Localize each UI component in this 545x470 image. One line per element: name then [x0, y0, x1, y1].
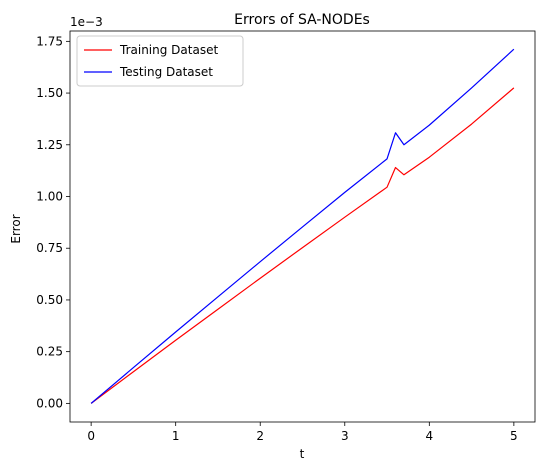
- plot-area: 0 1 2 3 4 5 0.00 0.25 0.50 0.75 1.00 1.25 1.50 1.75: [36, 30, 536, 443]
- plot-frame: [69, 30, 536, 423]
- y-axis-ticks: 0.00 0.25 0.50 0.75 1.00 1.25 1.50 1.75: [36, 34, 70, 410]
- x-tick-label: 3: [341, 429, 349, 443]
- y-tick-label: 0.50: [36, 293, 63, 307]
- y-tick-label: 1.00: [36, 190, 63, 204]
- legend-entry: Testing Dataset: [119, 65, 213, 79]
- y-tick-label: 1.25: [36, 138, 63, 152]
- y-tick-label: 1.50: [36, 86, 63, 100]
- y-tick-label: 1.75: [36, 34, 63, 48]
- x-tick-label: 2: [256, 429, 264, 443]
- x-tick-label: 0: [87, 429, 95, 443]
- legend-frame: [76, 35, 244, 87]
- legend: Training Dataset Testing Dataset: [76, 35, 244, 87]
- chart-title: Errors of SA-NODEs: [234, 12, 370, 28]
- series-line-testing: [90, 48, 515, 404]
- x-tick-label: 4: [425, 429, 433, 443]
- x-tick-label: 5: [510, 429, 518, 443]
- y-axis-offset-label: 1e−3: [70, 15, 103, 29]
- series-line-training: [90, 87, 515, 404]
- y-tick-label: 0.75: [36, 241, 63, 255]
- y-axis-label: Error: [9, 214, 23, 243]
- series-layer: [90, 48, 515, 404]
- legend-entry: Training Dataset: [119, 43, 218, 57]
- x-axis-ticks: 0 1 2 3 4 5: [87, 422, 518, 443]
- y-tick-label: 0.00: [36, 396, 63, 410]
- y-tick-label: 0.25: [36, 345, 63, 359]
- x-axis-label: t: [300, 447, 305, 461]
- legend-items: Training Dataset Testing Dataset: [84, 43, 218, 79]
- x-tick-label: 1: [172, 429, 180, 443]
